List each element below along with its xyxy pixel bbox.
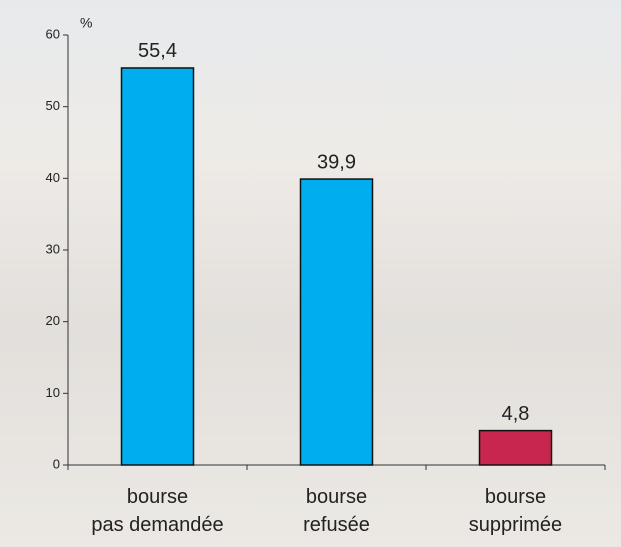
value-label: 55,4 <box>138 40 177 62</box>
y-tick-label: 20 <box>46 313 60 328</box>
value-label: 39,9 <box>317 151 356 173</box>
x-tick-label: bourse pas demandée <box>91 486 224 536</box>
y-axis-label: % <box>80 15 92 31</box>
y-tick-label: 40 <box>46 170 60 185</box>
y-tick-label: 50 <box>46 98 60 113</box>
x-tick-label: bourse refusée <box>303 486 370 536</box>
y-tick-label: 60 <box>46 26 60 41</box>
bar <box>299 178 374 466</box>
bar <box>120 67 195 466</box>
y-tick-label: 10 <box>46 385 60 400</box>
y-tick-label: 30 <box>46 241 60 256</box>
bar <box>478 429 553 466</box>
y-tick-label: 0 <box>53 456 60 471</box>
x-tick-label: bourse supprimée <box>468 486 563 536</box>
value-label: 4,8 <box>502 403 530 425</box>
